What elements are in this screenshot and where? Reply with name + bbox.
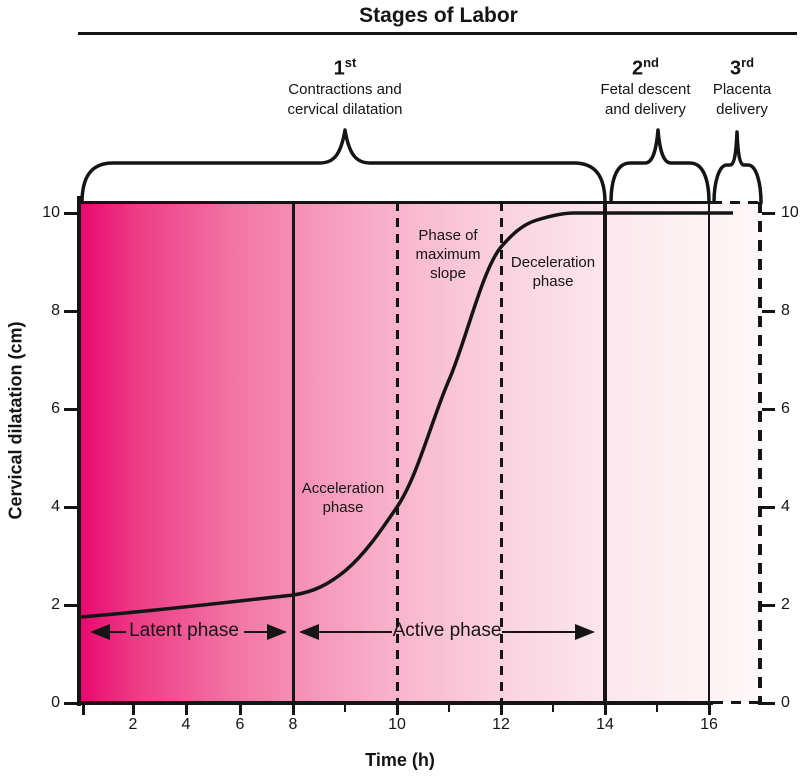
stage-2-ordinal: 2nd — [631, 55, 659, 80]
x-tick-10h — [396, 705, 399, 715]
stage-1-desc-line2: cervical dilatation — [287, 100, 403, 118]
stage-3-desc-line2: delivery — [716, 100, 768, 118]
dilatation-curve — [80, 211, 733, 619]
y-label-right-4: 4 — [781, 498, 790, 515]
stage-1-heading: 1st Contractions and cervical dilatation — [245, 52, 445, 120]
y-tick-right-0 — [762, 702, 775, 705]
y-label-left-8: 8 — [51, 302, 60, 319]
x-tick-14h — [604, 705, 607, 715]
title-underline — [78, 32, 797, 35]
brace-stage-2 — [609, 128, 711, 205]
y-axis-title: Cervical dilatation (cm) — [5, 320, 26, 520]
y-label-left-4: 4 — [51, 498, 60, 515]
y-axis-title-wrap: Cervical dilatation (cm) — [2, 170, 30, 670]
y-tick-right-2 — [762, 604, 775, 607]
x-tick-13h-minor — [552, 705, 554, 712]
refline-10h-dashed — [396, 202, 399, 703]
y-axis-line — [77, 196, 81, 706]
x-tick-2h — [132, 705, 135, 715]
refline-16h — [708, 202, 710, 703]
x-axis-line-dashed — [713, 701, 760, 704]
annotation-deceleration: Deceleration phase — [510, 254, 596, 290]
x-tick-8h — [292, 705, 295, 715]
stage-2-desc-line2: and delivery — [605, 100, 686, 118]
x-label-12: 12 — [492, 716, 510, 733]
y-label-left-0: 0 — [51, 694, 60, 711]
x-tick-4h — [185, 705, 188, 715]
x-tick-11h-minor — [448, 705, 450, 712]
y-label-left-6: 6 — [51, 400, 60, 417]
annotation-acceleration: Acceleration phase — [301, 480, 385, 516]
x-axis-line — [77, 701, 713, 705]
stage-braces — [80, 128, 763, 205]
y-tick-right-10 — [762, 212, 775, 215]
plot-top-border-dashed — [712, 201, 762, 204]
y-label-right-10: 10 — [781, 204, 799, 221]
x-label-10: 10 — [388, 716, 406, 733]
dilatation-curve-layer — [80, 211, 733, 640]
x-tick-16h — [708, 705, 711, 715]
y-label-right-0: 0 — [781, 694, 790, 711]
stage-3-heading: 3rd Placenta delivery — [699, 52, 785, 120]
brace-stage-1 — [80, 128, 607, 205]
plot-area: Phase of maximum slope Deceleration phas… — [80, 202, 762, 703]
y-tick-left-6 — [64, 408, 79, 411]
plot-top-border — [80, 201, 712, 204]
stage-1-ordinal: 1st — [333, 55, 357, 80]
y-tick-right-6 — [762, 408, 775, 411]
x-label-6: 6 — [235, 716, 245, 733]
right-axis-dashed — [758, 202, 762, 705]
y-label-left-2: 2 — [51, 596, 60, 613]
refline-12h-dashed — [500, 202, 503, 703]
x-tick-6h — [239, 705, 242, 715]
stage-3-ordinal: 3rd — [729, 55, 755, 80]
x-label-8: 8 — [288, 716, 298, 733]
refline-14h — [603, 202, 607, 703]
y-tick-right-8 — [762, 310, 775, 313]
y-label-right-2: 2 — [781, 596, 790, 613]
x-axis-title: Time (h) — [365, 750, 435, 770]
y-label-right-8: 8 — [781, 302, 790, 319]
x-label-2: 2 — [128, 716, 138, 733]
y-tick-left-0 — [64, 702, 79, 705]
stage-2-heading: 2nd Fetal descent and delivery — [583, 52, 708, 120]
y-tick-right-4 — [762, 506, 775, 509]
annotation-active-phase: Active phase — [392, 620, 502, 641]
refline-8h — [292, 202, 295, 703]
y-tick-left-2 — [64, 604, 79, 607]
x-tick-0h — [82, 705, 85, 715]
brace-stage-3 — [712, 130, 763, 205]
x-tick-12h — [500, 705, 503, 715]
y-label-left-10: 10 — [42, 204, 60, 221]
annotation-max-slope: Phase of maximum slope — [415, 227, 481, 282]
figure-title: Stages of Labor — [359, 4, 518, 27]
y-tick-left-10 — [64, 212, 79, 215]
x-label-4: 4 — [181, 716, 191, 733]
y-tick-left-8 — [64, 310, 79, 313]
y-label-right-6: 6 — [781, 400, 790, 417]
x-label-14: 14 — [596, 716, 614, 733]
stage-3-desc-line1: Placenta — [712, 80, 772, 98]
stage-1-desc-line1: Contractions and — [288, 80, 402, 98]
x-tick-15h-minor — [656, 705, 658, 712]
annotation-latent-phase: Latent phase — [129, 620, 239, 641]
x-label-16: 16 — [700, 716, 718, 733]
stage-2-desc-line1: Fetal descent — [600, 80, 691, 98]
x-tick-9h-minor — [344, 705, 346, 712]
y-tick-left-4 — [64, 506, 79, 509]
